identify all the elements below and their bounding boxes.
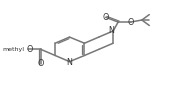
Text: O: O: [102, 13, 109, 22]
Text: O: O: [127, 18, 134, 27]
Text: methyl: methyl: [3, 47, 25, 52]
Text: O: O: [38, 59, 44, 68]
Text: O: O: [26, 45, 33, 54]
Text: N: N: [109, 26, 115, 35]
Text: N: N: [67, 58, 72, 67]
